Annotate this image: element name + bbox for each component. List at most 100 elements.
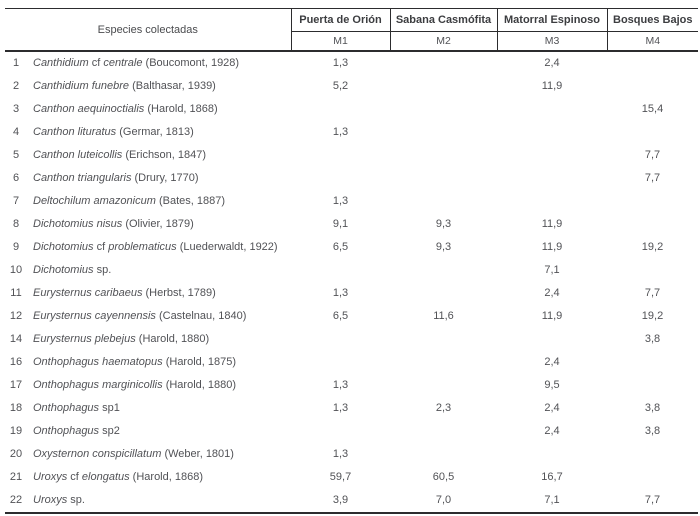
value-cell-m2: 9,3 bbox=[435, 241, 452, 253]
value-cell-m2 bbox=[390, 351, 497, 374]
table-row: 6 Canthon triangularis (Drury, 1770) 7,7 bbox=[5, 167, 698, 190]
species-name-roman: (Harold, 1880) bbox=[135, 333, 210, 345]
value-cell-m2 bbox=[390, 98, 497, 121]
species-name-italic: Canthon luteicollis bbox=[33, 149, 123, 161]
species-name: Onthophagus haematopus (Harold, 1875) bbox=[27, 351, 291, 374]
species-name-roman: (Bates, 1887) bbox=[155, 195, 225, 207]
value-cell-m1 bbox=[291, 259, 390, 282]
value-cell-m3: 7,1 bbox=[497, 489, 607, 514]
species-name-roman: (Drury, 1770) bbox=[131, 172, 199, 184]
table-row: 22 Uroxys sp. 3,9 7,0 7,1 7,7 bbox=[5, 489, 698, 514]
value-cell-m4 bbox=[607, 259, 698, 282]
species-name-roman: (Boucomont, 1928) bbox=[142, 57, 240, 69]
row-number: 1 bbox=[12, 57, 20, 69]
table-row: 10 Dichotomius sp. 7,1 bbox=[5, 259, 698, 282]
species-name-roman: (Herbst, 1789) bbox=[142, 287, 216, 299]
species-name: Dichotomius sp. bbox=[27, 259, 291, 282]
col-header-site-m1: Puerta de Orión bbox=[290, 8, 390, 32]
species-name-roman: (Harold, 1880) bbox=[162, 379, 237, 391]
species-name: Dichotomius cf problematicus (Luederwald… bbox=[27, 236, 291, 259]
species-name-roman: (Harold, 1875) bbox=[162, 356, 237, 368]
value-cell-m4 bbox=[607, 213, 698, 236]
value-cell-m4 bbox=[607, 374, 698, 397]
row-number: 3 bbox=[12, 103, 20, 115]
value-cell-m4 bbox=[607, 190, 698, 213]
species-name-roman: (Luederwaldt, 1922) bbox=[176, 241, 278, 253]
value-cell-m1: 59,7 bbox=[329, 471, 352, 483]
row-number: 16 bbox=[9, 356, 23, 368]
species-name: Canthon luteicollis (Erichson, 1847) bbox=[27, 144, 291, 167]
species-name-italic: Eurysternus cayennensis bbox=[33, 310, 156, 322]
table-row: 14 Eurysternus plebejus (Harold, 1880) 3,8 bbox=[5, 328, 698, 351]
value-cell-m3: 16,7 bbox=[541, 471, 563, 483]
value-cell-m4: 7,7 bbox=[644, 287, 661, 299]
value-cell-m1 bbox=[291, 328, 390, 351]
species-name-roman: sp. bbox=[93, 264, 112, 276]
header-row-sites: Especies colectadas Puerta de Orión Saba… bbox=[5, 8, 698, 52]
table-row: 19 Onthophagus sp2 2,4 3,8 bbox=[5, 420, 698, 443]
col-header-code-m1: M1 bbox=[290, 31, 390, 52]
value-cell-m2: 9,3 bbox=[435, 218, 452, 230]
col-header-site-m2: Sabana Casmófita bbox=[389, 8, 497, 32]
species-name: Onthophagus sp2 bbox=[27, 420, 291, 443]
row-number: 14 bbox=[9, 333, 23, 345]
species-name-italic: Eurysternus plebejus bbox=[33, 333, 136, 345]
value-cell-m3: 2,4 bbox=[544, 356, 560, 368]
value-cell-m4: 3,8 bbox=[644, 425, 661, 437]
species-name-italic: Canthon aequinoctialis bbox=[33, 103, 145, 115]
value-cell-m3 bbox=[497, 144, 607, 167]
value-cell-m1: 9,1 bbox=[332, 218, 349, 230]
value-cell-m4 bbox=[607, 51, 698, 75]
row-number: 17 bbox=[9, 379, 23, 391]
species-name-roman: (Harold, 1868) bbox=[144, 103, 218, 115]
value-cell-m2 bbox=[390, 121, 497, 144]
col-header-site-m4: Bosques Bajos bbox=[606, 8, 698, 32]
value-cell-m3 bbox=[497, 328, 607, 351]
value-cell-m1: 1,3 bbox=[332, 448, 349, 460]
species-name: Eurysternus plebejus (Harold, 1880) bbox=[27, 328, 291, 351]
value-cell-m3: 9,5 bbox=[544, 379, 560, 391]
species-name-italic: Uroxys bbox=[33, 494, 68, 506]
table-row: 18 Onthophagus sp1 1,3 2,3 2,4 3,8 bbox=[5, 397, 698, 420]
value-cell-m2 bbox=[390, 75, 497, 98]
species-name-italic: Canthidium funebre bbox=[33, 80, 130, 92]
value-cell-m3 bbox=[497, 443, 607, 466]
species-table: Especies colectadas Puerta de Orión Saba… bbox=[5, 8, 698, 514]
row-number: 22 bbox=[5, 489, 27, 514]
table-body: 1 Canthidium cf centrale (Boucomont, 1928… bbox=[5, 51, 698, 514]
value-cell-m3 bbox=[497, 167, 607, 190]
value-cell-m1 bbox=[291, 351, 390, 374]
species-name-italic: Canthidium bbox=[33, 57, 92, 69]
value-cell-m1: 1,3 bbox=[332, 195, 349, 207]
species-name-italic: Deltochilum amazonicum bbox=[33, 195, 156, 207]
value-cell-m1: 1,3 bbox=[332, 402, 349, 414]
value-cell-m2 bbox=[390, 443, 497, 466]
species-name-italic: Onthophagus bbox=[33, 402, 100, 414]
species-name: Canthon lituratus (Germar, 1813) bbox=[27, 121, 291, 144]
species-name-roman: (Castelnau, 1840) bbox=[155, 310, 247, 322]
value-cell-m1: 6,5 bbox=[332, 310, 349, 322]
species-name-italic: Canthon triangularis bbox=[33, 172, 132, 184]
value-cell-m1: 1,3 bbox=[332, 126, 349, 138]
species-name: Eurysternus caribaeus (Herbst, 1789) bbox=[27, 282, 291, 305]
value-cell-m1: 3,9 bbox=[291, 489, 390, 514]
table-row: 2 Canthidium funebre (Balthasar, 1939) 5,2… bbox=[5, 75, 698, 98]
col-header-site-m3: Matorral Espinoso bbox=[496, 8, 607, 32]
table-row: 17 Onthophagus marginicollis (Harold, 188… bbox=[5, 374, 698, 397]
species-name: Deltochilum amazonicum (Bates, 1887) bbox=[27, 190, 291, 213]
species-name-italic: centrale bbox=[103, 57, 143, 69]
value-cell-m1: 1,3 bbox=[332, 57, 349, 69]
value-cell-m1: 1,3 bbox=[332, 287, 349, 299]
value-cell-m4 bbox=[607, 75, 698, 98]
species-name-roman: (Harold, 1868) bbox=[129, 471, 203, 483]
value-cell-m2 bbox=[390, 328, 497, 351]
value-cell-m2 bbox=[390, 190, 497, 213]
table-wrap: Especies colectadas Puerta de Orión Saba… bbox=[5, 8, 698, 514]
value-cell-m1 bbox=[291, 167, 390, 190]
species-name: Canthidium cf centrale (Boucomont, 1928) bbox=[27, 51, 291, 75]
col-header-species: Especies colectadas bbox=[5, 8, 291, 52]
value-cell-m1 bbox=[291, 98, 390, 121]
value-cell-m2: 2,3 bbox=[435, 402, 452, 414]
table-row: 20 Oxysternon conspicillatum (Weber, 1801… bbox=[5, 443, 698, 466]
species-name-italic: Dichotomius bbox=[33, 241, 97, 253]
